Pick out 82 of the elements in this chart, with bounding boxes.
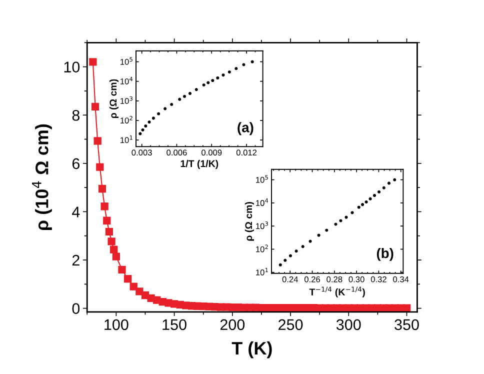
- x-tick-label: 0.28: [326, 276, 342, 282]
- annotation: (a): [238, 122, 254, 136]
- y-tick-label: 10$^{5}$: [120, 57, 132, 65]
- point: [250, 60, 254, 64]
- point: [378, 190, 381, 194]
- x-tick-label: 300: [336, 319, 361, 330]
- y-tick-label: 10$^{2}$: [120, 116, 132, 124]
- point: [228, 70, 231, 74]
- x-tick-label: 150: [162, 319, 186, 330]
- point: [301, 245, 304, 248]
- annotation: (b): [376, 248, 394, 261]
- point: [234, 67, 238, 70]
- point: [194, 88, 198, 92]
- y-tick-label: 10$^{3}$: [256, 221, 268, 230]
- point: [387, 182, 391, 185]
- point: [308, 240, 312, 243]
- y-tick-label: 10$^{1}$: [120, 136, 132, 144]
- point: [288, 254, 292, 258]
- y-tick-label: 10$^{4}$: [256, 198, 268, 206]
- point: [393, 178, 396, 182]
- y-tick-label: 0: [72, 303, 80, 314]
- point: [364, 200, 368, 204]
- point: [368, 197, 372, 200]
- x-tick-label: 0.30: [348, 276, 364, 282]
- point: [148, 120, 151, 124]
- x-tick-label: 0.34: [393, 276, 409, 282]
- point: [339, 219, 342, 222]
- y-tick-label: 2: [72, 254, 80, 266]
- point: [206, 81, 210, 84]
- point: [372, 194, 376, 197]
- x-tick-label: 100: [104, 319, 128, 330]
- x-tick-label: 200: [220, 319, 245, 330]
- point: [334, 222, 338, 226]
- y-tick-label: 8: [72, 110, 80, 121]
- x-tick-label: 0.24: [282, 276, 298, 282]
- point: [188, 92, 192, 95]
- x-axis-title: T$^{−1/4}$ (K$^{−1/4}$): [309, 286, 365, 298]
- y-tick-label: 6: [72, 158, 80, 170]
- y-axis-title: ρ (Ω cm): [244, 202, 254, 241]
- point: [382, 186, 386, 190]
- point: [157, 112, 160, 116]
- point: [357, 206, 360, 209]
- x-tick-label: 0.012: [236, 150, 257, 156]
- point: [317, 234, 320, 237]
- x-tick-label: 0.26: [304, 276, 320, 282]
- y-axis-title: ρ (10$^{4}$ Ω cm): [32, 124, 52, 230]
- point: [170, 102, 174, 106]
- point: [164, 107, 167, 110]
- point: [325, 228, 328, 232]
- y-tick-label: 10$^{2}$: [256, 244, 268, 252]
- point: [216, 76, 220, 80]
- point: [138, 132, 142, 136]
- point: [178, 98, 182, 101]
- point: [144, 124, 148, 128]
- point: [222, 73, 225, 77]
- y-axis-title: ρ (Ω cm): [109, 79, 119, 118]
- x-tick-label: 350: [394, 319, 419, 330]
- x-tick-label: 0.003: [132, 150, 152, 156]
- point: [284, 258, 287, 262]
- point: [242, 63, 246, 66]
- point: [361, 203, 364, 206]
- y-tick-label: 10$^{3}$: [120, 96, 132, 104]
- y-tick-label: 10: [64, 62, 80, 72]
- x-tick-label: 0.009: [202, 150, 222, 156]
- point: [211, 78, 214, 82]
- point: [278, 263, 282, 266]
- y-tick-label: 4: [72, 206, 80, 218]
- x-axis-title: T (K): [232, 341, 272, 358]
- y-tick-label: 10$^{4}$: [120, 76, 133, 84]
- point: [294, 250, 298, 253]
- y-tick-label: 10$^{5}$: [256, 175, 268, 183]
- point: [350, 211, 354, 214]
- point: [202, 83, 206, 86]
- point: [152, 116, 155, 120]
- point: [141, 128, 144, 132]
- point: [182, 94, 186, 98]
- x-tick-label: 250: [278, 319, 303, 330]
- x-tick-label: 0.32: [370, 276, 386, 282]
- x-axis-title: 1/T (1/K): [180, 160, 218, 169]
- y-tick-label: 10$^{1}$: [256, 268, 268, 276]
- point: [344, 216, 348, 219]
- x-tick-label: 0.006: [166, 150, 187, 156]
